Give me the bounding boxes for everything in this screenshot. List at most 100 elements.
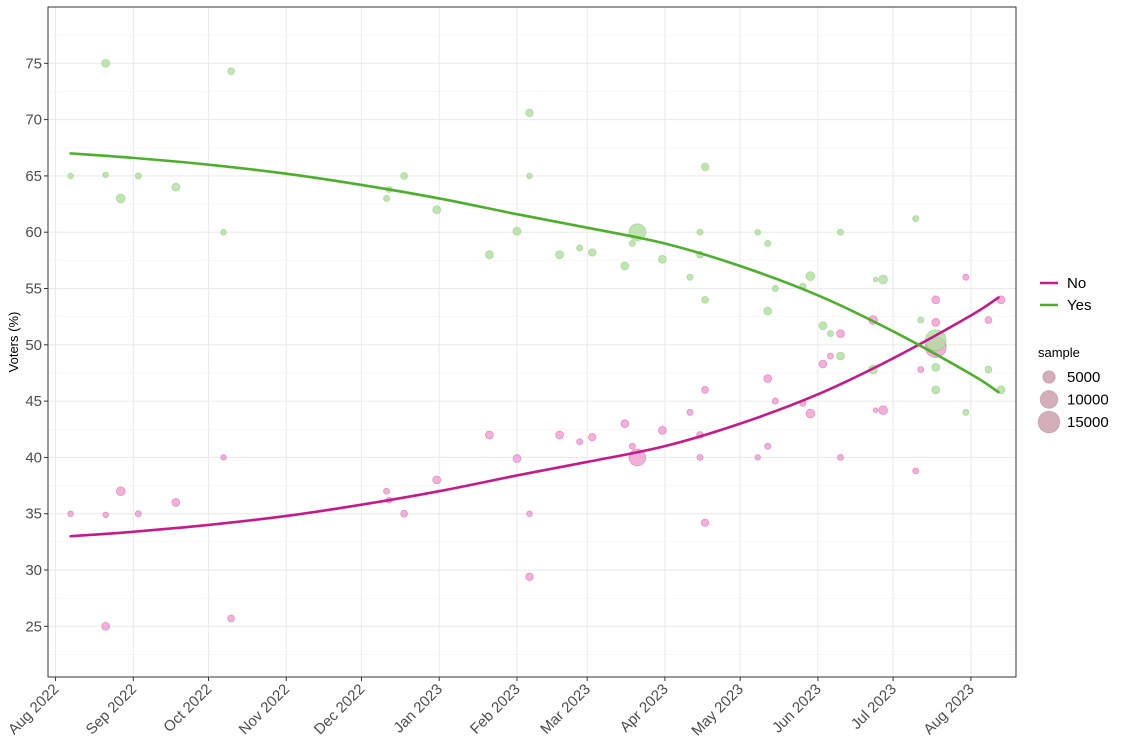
point-no <box>962 273 970 281</box>
point-yes <box>818 321 828 331</box>
point-yes <box>826 330 834 338</box>
x-tick-label: Apr 2023 <box>617 681 672 736</box>
x-tick-label: May 2023 <box>688 681 747 740</box>
point-no <box>686 408 694 416</box>
point-yes <box>836 228 844 236</box>
x-tick-label: Oct 2022 <box>160 681 215 736</box>
y-tick-label: 50 <box>25 337 42 354</box>
point-no <box>763 374 773 383</box>
point-yes <box>227 67 235 76</box>
point-yes <box>115 193 126 204</box>
point-no <box>512 454 522 463</box>
y-tick-label: 45 <box>25 393 42 410</box>
point-yes <box>754 229 761 236</box>
x-tick-label: Dec 2022 <box>311 681 368 738</box>
point-yes <box>771 285 779 292</box>
point-no <box>115 486 126 497</box>
point-no <box>101 621 111 631</box>
trend-line-no <box>69 296 1000 538</box>
point-no <box>805 408 816 419</box>
point-no <box>383 487 391 495</box>
x-tick-label: Mar 2023 <box>537 681 594 738</box>
trend-line-yes <box>69 152 1000 394</box>
size-legend-title: sample <box>1038 345 1080 360</box>
point-yes <box>912 215 920 223</box>
point-no <box>432 475 442 485</box>
point-yes <box>917 316 925 324</box>
point-yes <box>432 205 442 215</box>
point-no <box>931 317 941 327</box>
point-no <box>628 442 636 450</box>
point-no <box>878 405 888 415</box>
size-legend: sample 5000 10000 15000 <box>1037 345 1109 434</box>
point-yes <box>931 362 941 372</box>
point-yes <box>400 172 408 180</box>
point-yes <box>576 244 584 252</box>
point-no <box>220 454 227 461</box>
y-tick-label: 40 <box>25 449 42 466</box>
y-tick-label: 70 <box>25 112 42 129</box>
x-tick-label: Feb 2023 <box>467 681 524 738</box>
point-no <box>400 509 408 518</box>
point-no <box>102 511 109 519</box>
x-tick-label: Sep 2022 <box>83 681 140 738</box>
size-legend-label: 15000 <box>1067 414 1109 431</box>
point-yes <box>220 229 227 236</box>
point-yes <box>931 385 941 395</box>
size-legend-key <box>1039 390 1059 409</box>
point-no <box>658 426 667 435</box>
y-tick-label: 55 <box>25 281 42 298</box>
point-yes <box>628 240 636 247</box>
point-yes <box>101 58 111 68</box>
point-no <box>620 419 630 428</box>
grid-lines <box>48 7 1016 677</box>
point-yes <box>525 108 534 118</box>
point-yes <box>872 276 879 283</box>
legend-label-yes: Yes <box>1067 297 1091 314</box>
point-no <box>525 572 534 581</box>
point-yes <box>962 408 970 416</box>
point-yes <box>686 273 694 281</box>
point-yes <box>701 295 709 304</box>
legend-label-no: No <box>1067 275 1086 292</box>
point-yes <box>134 172 142 180</box>
point-no <box>931 295 941 305</box>
point-no <box>701 386 709 394</box>
y-tick-label: 25 <box>25 618 42 635</box>
point-yes <box>763 306 773 316</box>
point-no <box>771 397 779 405</box>
point-yes <box>102 171 109 178</box>
point-yes <box>700 162 710 172</box>
y-axis-label: Voters (%) <box>6 312 21 373</box>
point-no <box>171 498 181 507</box>
point-yes <box>805 271 816 281</box>
point-yes <box>696 228 704 236</box>
point-yes <box>878 274 888 285</box>
point-yes <box>383 194 391 202</box>
color-legend: No Yes <box>1040 275 1091 314</box>
x-axis: Aug 2022 Sep 2022 Oct 2022 Nov 2022 Dec 2022… <box>5 677 978 739</box>
point-no <box>576 438 584 446</box>
point-no <box>227 614 235 623</box>
trend-lines <box>69 152 1000 538</box>
point-no <box>555 430 564 440</box>
point-no <box>984 316 993 324</box>
y-tick-label: 65 <box>25 168 42 185</box>
point-no <box>836 329 845 338</box>
point-no <box>588 432 597 442</box>
x-tick-label: Jul 2023 <box>848 681 900 733</box>
point-no <box>526 510 533 517</box>
x-tick-label: Aug 2022 <box>5 681 62 738</box>
point-no <box>764 442 772 450</box>
point-no <box>67 510 74 517</box>
point-yes <box>658 254 667 264</box>
point-no <box>696 453 704 461</box>
size-legend-key <box>1042 370 1056 384</box>
x-tick-label: Jan 2023 <box>390 681 446 737</box>
data-points <box>67 58 1006 631</box>
x-tick-label: Jun 2023 <box>769 681 825 737</box>
plot-panel-border <box>47 6 1017 678</box>
y-tick-label: 30 <box>25 562 42 579</box>
point-yes <box>764 240 772 247</box>
